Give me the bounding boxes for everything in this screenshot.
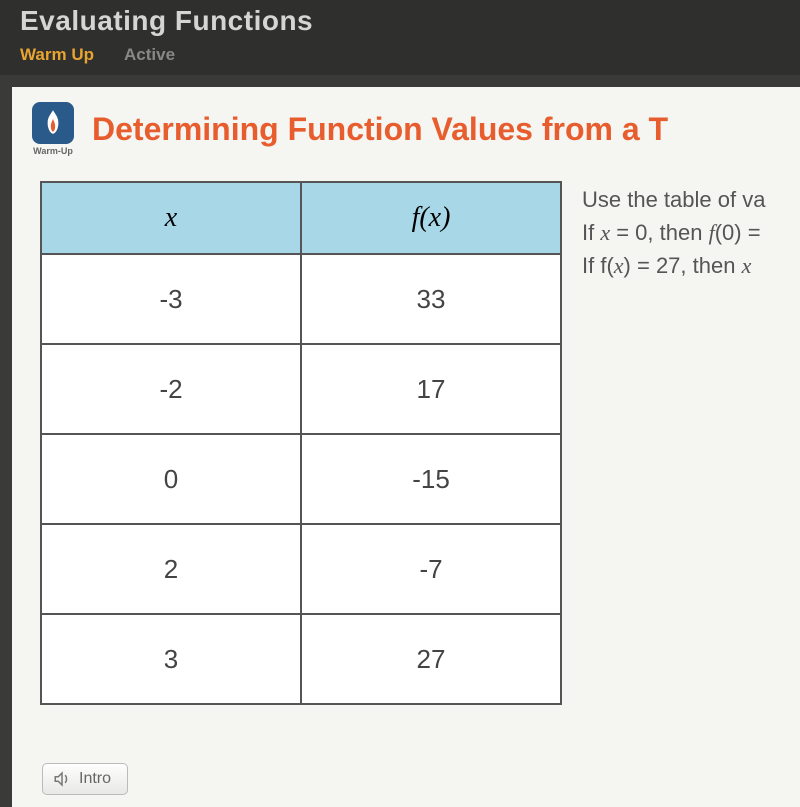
col-header-fx: f(x): [301, 182, 561, 254]
top-header: Evaluating Functions Warm Up Active: [0, 0, 800, 75]
cell-x: 0: [41, 434, 301, 524]
tab-active[interactable]: Active: [124, 45, 175, 70]
cell-fx: -15: [301, 434, 561, 524]
table-row: -3 33: [41, 254, 561, 344]
tab-warm-up[interactable]: Warm Up: [20, 45, 94, 70]
section-title: Determining Function Values from a T: [92, 111, 668, 148]
instruction-line-3: If f(x) = 27, then x: [582, 249, 780, 282]
instruction-text: Use the table of va If x = 0, then f(0) …: [582, 181, 780, 705]
tabs-container: Warm Up Active: [20, 45, 780, 70]
flame-icon-label: Warm-Up: [33, 146, 73, 156]
content-area: Warm-Up Determining Function Values from…: [12, 87, 800, 807]
col-header-x: x: [41, 182, 301, 254]
intro-button-label: Intro: [79, 770, 111, 788]
cell-fx: -7: [301, 524, 561, 614]
warm-up-icon-wrap: Warm-Up: [32, 102, 74, 156]
intro-button[interactable]: Intro: [42, 763, 128, 795]
speaker-icon: [53, 770, 71, 788]
section-header: Warm-Up Determining Function Values from…: [32, 102, 780, 156]
table-row: -2 17: [41, 344, 561, 434]
flame-icon: [32, 102, 74, 144]
function-table: x f(x) -3 33 -2 17 0 -15 2: [40, 181, 562, 705]
page-title: Evaluating Functions: [20, 5, 780, 37]
table-row: 2 -7: [41, 524, 561, 614]
cell-fx: 27: [301, 614, 561, 704]
cell-x: -2: [41, 344, 301, 434]
instruction-line-2: If x = 0, then f(0) =: [582, 216, 780, 249]
table-header-row: x f(x): [41, 182, 561, 254]
cell-x: -3: [41, 254, 301, 344]
cell-x: 3: [41, 614, 301, 704]
cell-fx: 33: [301, 254, 561, 344]
table-row: 3 27: [41, 614, 561, 704]
cell-x: 2: [41, 524, 301, 614]
table-row: 0 -15: [41, 434, 561, 524]
cell-fx: 17: [301, 344, 561, 434]
main-row: x f(x) -3 33 -2 17 0 -15 2: [32, 181, 780, 705]
instruction-line-1: Use the table of va: [582, 183, 780, 216]
